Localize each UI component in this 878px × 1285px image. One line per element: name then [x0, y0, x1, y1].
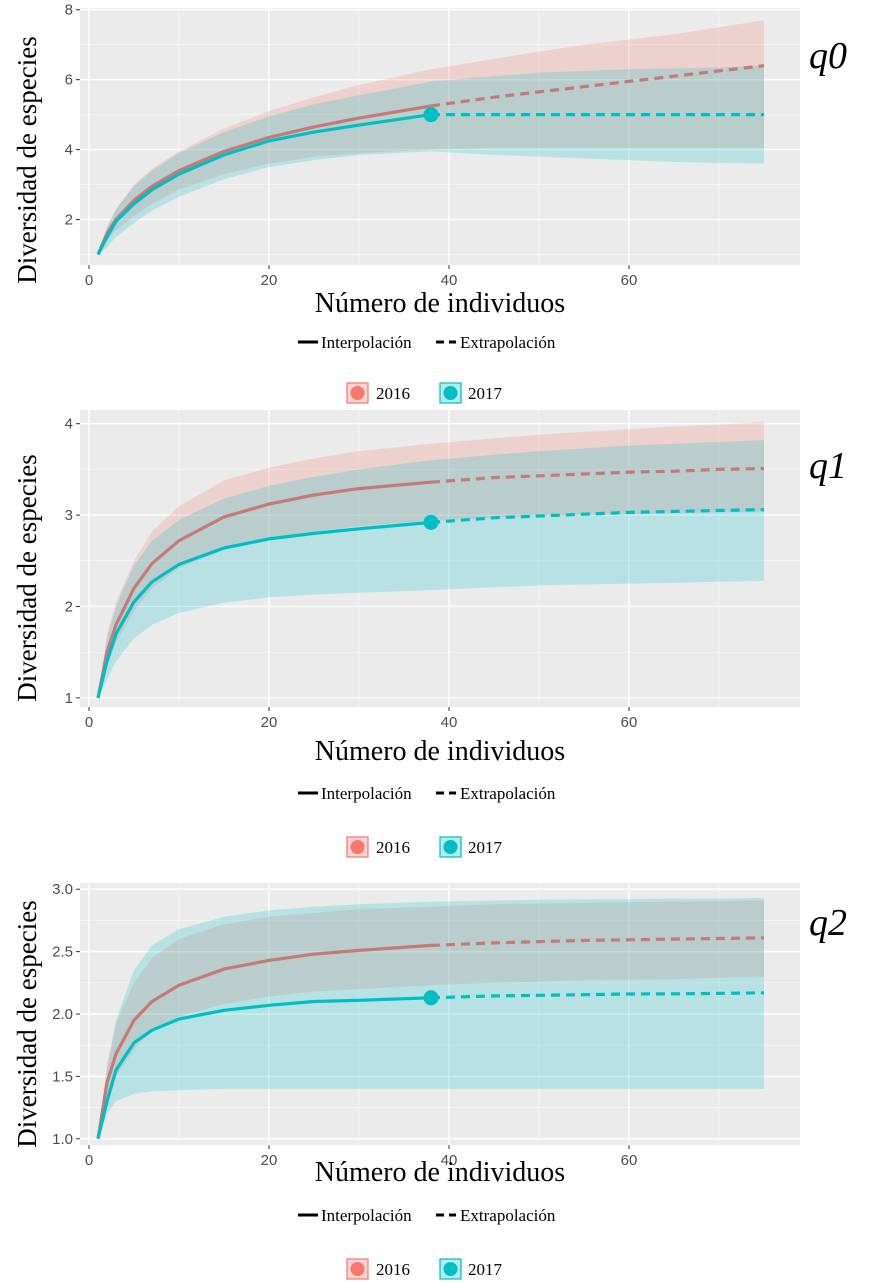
panel-label: q2 [809, 902, 847, 944]
x-axis-title: Número de individuos [315, 288, 565, 319]
legend-label-2017: 2017 [468, 384, 503, 403]
x-tick-label: 40 [441, 272, 458, 289]
observed-point-2017 [423, 107, 439, 123]
y-tick-label: 1.5 [52, 1068, 73, 1085]
x-tick-label: 0 [85, 272, 93, 289]
y-tick-label: 3 [65, 507, 73, 524]
interpolation-line-2017 [96, 520, 432, 699]
y-tick-label: 2 [65, 598, 73, 615]
legend-label-extrapolation: Extrapolación [460, 784, 556, 803]
legend-key-2017-point [443, 386, 458, 400]
chart-panel-q0: 2 4 6 8 0 20 40 60 Diversidad de especies Número … [12, 2, 847, 404]
x-tick-label: 20 [261, 272, 278, 289]
interpolation-line-2017 [96, 996, 432, 1140]
y-tick-label: 8 [65, 2, 73, 19]
line-type-legend: Interpolación Extrapolación [298, 784, 556, 803]
legend-label-extrapolation: Extrapolación [460, 333, 556, 352]
y-axis-title: Diversidad de especies [12, 36, 42, 283]
y-tick-label: 2.5 [52, 944, 73, 961]
x-axis-title: Número de individuos [315, 736, 565, 767]
legend-label-2016: 2016 [376, 384, 410, 403]
observed-point-2017 [423, 514, 439, 530]
legend-key-2017-point [443, 1262, 458, 1276]
y-tick-label: 2 [65, 212, 73, 229]
year-legend: 2016 2017 [346, 382, 503, 404]
x-tick-label: 40 [441, 1152, 458, 1169]
y-tick-label: 6 [65, 72, 73, 89]
legend-key-2016-point [350, 386, 365, 400]
legend-label-2017: 2017 [468, 1260, 503, 1279]
x-tick-label: 60 [621, 714, 638, 731]
x-tick-label: 60 [621, 1152, 638, 1169]
confidence-band-2017 [98, 898, 764, 1139]
y-tick-label: 1.0 [52, 1131, 73, 1148]
plot-background [80, 8, 800, 265]
confidence-band-2017 [98, 65, 764, 255]
legend-label-2016: 2016 [376, 1260, 410, 1279]
legend-key-2017-point [443, 840, 458, 854]
legend-label-2017: 2017 [468, 838, 503, 857]
x-tick-label: 0 [85, 1152, 93, 1169]
y-axis-title: Diversidad de especies [12, 900, 42, 1147]
x-axis-title: Número de individuos [315, 1157, 565, 1188]
y-axis-title: Diversidad de especies [12, 454, 42, 701]
x-tick-label: 20 [261, 1152, 278, 1169]
plot-background [80, 410, 800, 707]
interpolation-line-2016 [96, 943, 432, 1140]
interpolation-line-2016 [96, 480, 432, 699]
year-legend: 2016 2017 [346, 1258, 503, 1280]
legend-key-2016-point [350, 1262, 365, 1276]
legend-label-interpolation: Interpolación [321, 1206, 412, 1225]
confidence-band-2016 [98, 20, 764, 255]
y-tick-label: 3.0 [52, 881, 73, 898]
y-tick-label: 1 [65, 690, 73, 707]
x-tick-label: 60 [621, 272, 638, 289]
legend-label-2016: 2016 [376, 838, 410, 857]
x-tick-label: 0 [85, 714, 93, 731]
legend-label-interpolation: Interpolación [321, 784, 412, 803]
interpolation-line-2017 [96, 113, 432, 256]
line-type-legend: Interpolación Extrapolación [298, 333, 556, 352]
legend-label-interpolation: Interpolación [321, 333, 412, 352]
panel-label: q1 [809, 445, 847, 487]
chart-panel-q2: 1.0 1.5 2.0 2.5 3.0 0 20 40 60 Diversidad de espe… [12, 881, 847, 1280]
year-legend: 2016 2017 [346, 836, 503, 858]
panel-label: q0 [809, 35, 847, 77]
y-tick-label: 4 [65, 142, 73, 159]
y-tick-label: 2.0 [52, 1006, 73, 1023]
confidence-band-2016 [98, 421, 764, 698]
observed-point-2017 [423, 990, 439, 1006]
legend-key-2016-point [350, 840, 365, 854]
legend-label-extrapolation: Extrapolación [460, 1206, 556, 1225]
x-tick-label: 20 [261, 714, 278, 731]
x-tick-label: 40 [441, 714, 458, 731]
y-tick-label: 4 [65, 416, 73, 433]
line-type-legend: Interpolación Extrapolación [298, 1206, 556, 1225]
